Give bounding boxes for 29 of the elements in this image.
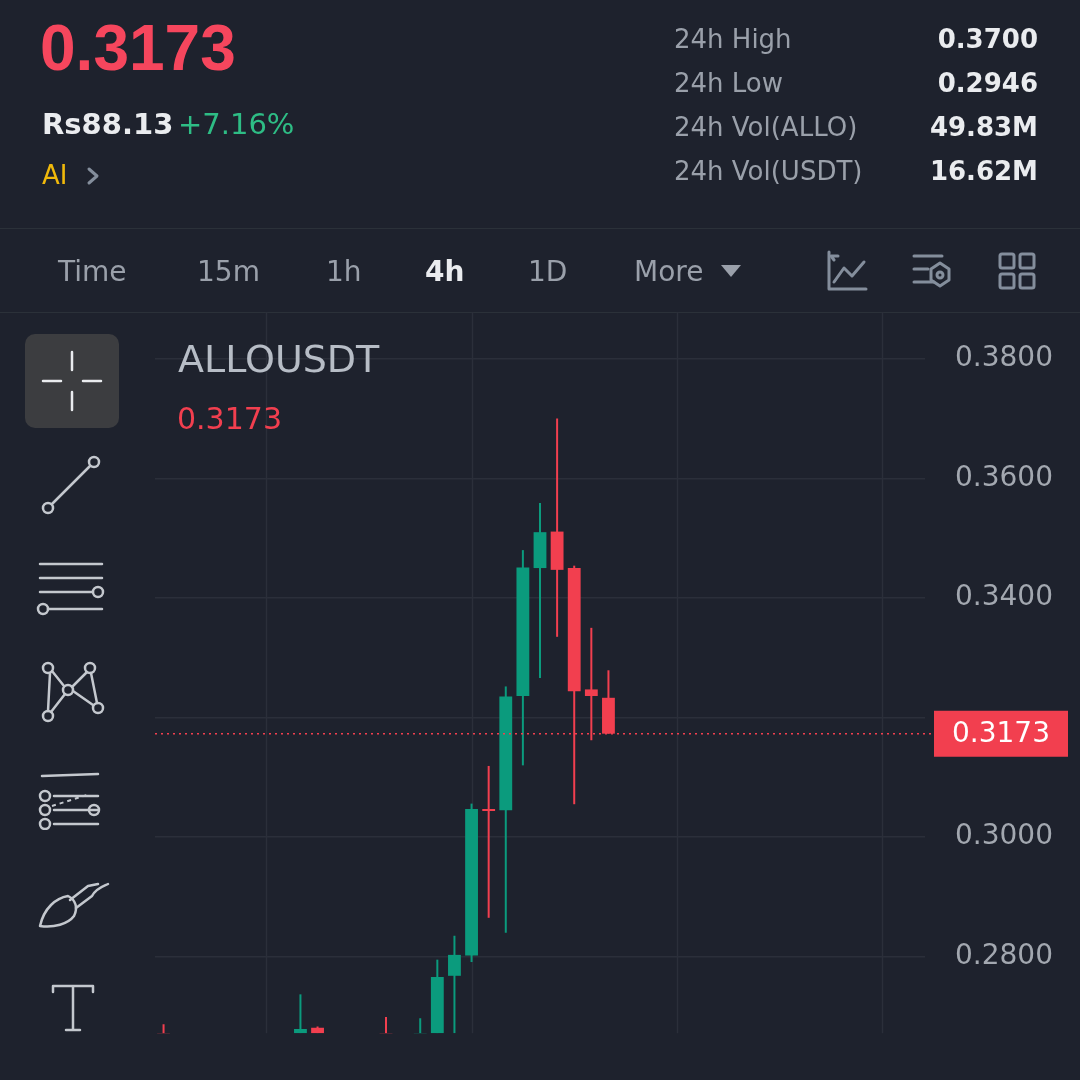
ref-line-label: 0.3173 (952, 715, 1050, 749)
candlestick (482, 764, 496, 919)
text: 24h Low (674, 68, 784, 98)
text: 24h High (674, 24, 792, 54)
text: Time (58, 255, 127, 288)
y-tick-label: 0.2800 (955, 937, 1053, 971)
text: 15m (197, 255, 260, 288)
candlestick (448, 934, 461, 1034)
text: +7.16% (178, 107, 295, 141)
text: 24h Vol(USDT) (674, 156, 863, 186)
text: 24h Vol(ALLO) (674, 112, 858, 142)
text: 0.3700 (937, 24, 1038, 54)
y-tick-label: 0.3400 (955, 579, 1053, 613)
text: AI (42, 160, 68, 190)
y-tick-label: 0.3600 (955, 459, 1053, 493)
text: 1D (528, 255, 568, 288)
text: 0.3173 (40, 12, 236, 84)
text: 1h (326, 255, 362, 288)
text: 49.83M (929, 112, 1038, 142)
text: 0.2946 (937, 68, 1038, 98)
chart-title: ALLOUSDT (178, 337, 380, 381)
text: More (634, 255, 704, 288)
text: Rs88.13 (42, 107, 174, 141)
candlestick (294, 993, 307, 1034)
text: 0.3173 (177, 401, 282, 436)
text: 16.62M (929, 156, 1038, 186)
y-tick-label: 0.3000 (955, 818, 1053, 852)
y-tick-label: 0.3800 (955, 340, 1053, 374)
text: 4h (425, 255, 465, 288)
